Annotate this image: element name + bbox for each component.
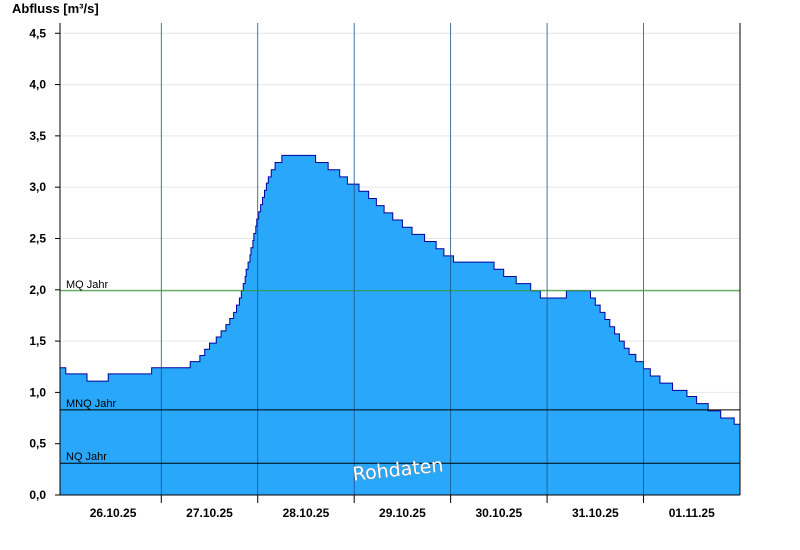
y-tick-label: 1,0 xyxy=(29,385,46,399)
y-tick-label: 0,0 xyxy=(29,488,46,502)
y-axis-label: Abfluss [m³/s] xyxy=(12,1,99,16)
x-tick-label: 29.10.25 xyxy=(379,506,426,520)
x-tick-label: 31.10.25 xyxy=(572,506,619,520)
y-tick-label: 4,0 xyxy=(29,78,46,92)
y-tick-label: 0,5 xyxy=(29,437,46,451)
reference-line-label: NQ Jahr xyxy=(66,451,107,463)
discharge-line xyxy=(60,154,741,425)
x-tick-label: 27.10.25 xyxy=(186,506,233,520)
y-tick-label: 3,0 xyxy=(29,180,46,194)
discharge-area xyxy=(60,155,740,495)
y-tick-label: 1,5 xyxy=(29,334,46,348)
y-tick-label: 4,5 xyxy=(29,26,46,40)
y-tick-label: 2,5 xyxy=(29,231,46,245)
x-tick-label: 26.10.25 xyxy=(90,506,137,520)
y-tick-label: 2,0 xyxy=(29,283,46,297)
y-tick-label: 3,5 xyxy=(29,129,46,143)
x-tick-label: 28.10.25 xyxy=(283,506,330,520)
x-tick-label: 01.11.25 xyxy=(669,506,715,520)
x-tick-label: 30.10.25 xyxy=(476,506,523,520)
reference-line-label: MQ Jahr xyxy=(66,279,109,291)
reference-line-label: MNQ Jahr xyxy=(66,398,116,410)
